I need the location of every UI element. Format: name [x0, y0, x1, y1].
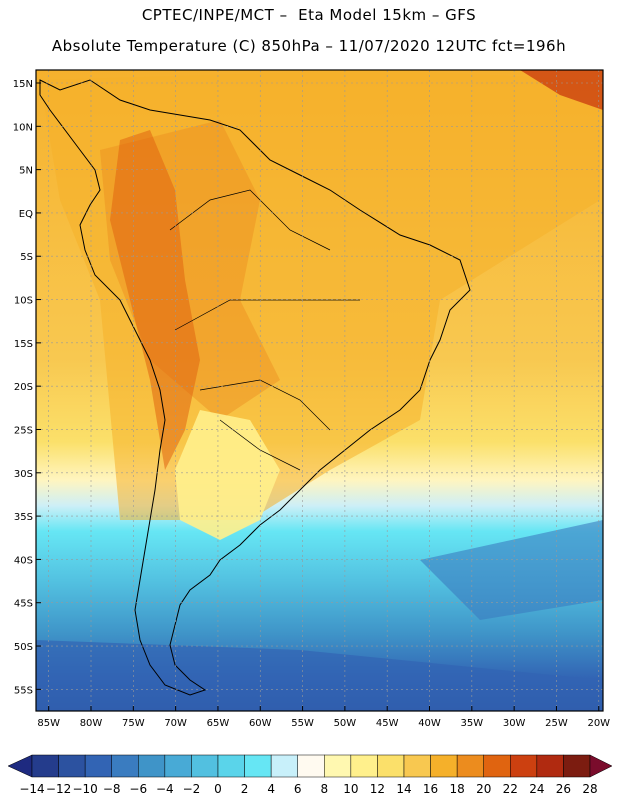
colorbar-swatch — [350, 754, 378, 778]
colorbar-label: 22 — [503, 782, 518, 796]
coastline — [39, 79, 471, 696]
colorbar-swatch — [58, 754, 86, 778]
lat-tick-label: 25S — [14, 425, 33, 436]
colorbar-swatch — [510, 754, 538, 778]
colorbar-swatch — [244, 754, 272, 778]
lat-tick-label: EQ — [19, 209, 33, 220]
colorbar-swatch — [191, 754, 219, 778]
colorbar-swatch — [430, 754, 458, 778]
colorbar-swatch — [164, 754, 192, 778]
lat-tick-label: 50S — [14, 642, 33, 653]
colorbar-swatch — [403, 754, 431, 778]
lon-tick-label: 30W — [503, 718, 526, 729]
axis-ticks: 15N 10N 5N EQ 5S 10S 15S 20S 25S 30S 35S 40S 45S 50S 5… — [13, 79, 610, 729]
colorbar-swatch — [563, 754, 591, 778]
lon-tick-label: 35W — [461, 718, 484, 729]
colorbar-label: 6 — [294, 782, 302, 796]
lon-tick-label: 65W — [207, 718, 230, 729]
lat-tick-label: 40S — [14, 555, 33, 566]
colorbar-swatch — [84, 754, 112, 778]
lat-tick-label: 15N — [13, 79, 33, 90]
lon-tick-label: 85W — [37, 718, 60, 729]
colorbar-label: 28 — [582, 782, 597, 796]
lat-tick-label: 15S — [14, 339, 33, 350]
lat-tick-label: 30S — [14, 469, 33, 480]
map-subtitle: Absolute Temperature (C) 850hPa – 11/07/… — [51, 37, 567, 55]
colorbar-label: 4 — [267, 782, 275, 796]
lat-tick-label: 55S — [14, 685, 33, 696]
colorbar-label: −2 — [183, 782, 201, 796]
colorbar-label: 12 — [370, 782, 385, 796]
colorbar-swatch — [377, 754, 405, 778]
colorbar-label: 2 — [241, 782, 249, 796]
colorbar-label: 18 — [450, 782, 465, 796]
lon-tick-label: 70W — [164, 718, 187, 729]
lat-tick-label: 20S — [14, 382, 33, 393]
colorbar-swatch — [536, 754, 564, 778]
colorbar-label: 26 — [556, 782, 571, 796]
map-title: CPTEC/INPE/MCT – Eta Model 15km – GFS — [141, 6, 477, 24]
colorbar-label: 10 — [343, 782, 358, 796]
colorbar: −14 −12 −10 −8 −6 −4 −2 0 2 4 6 8 10 12 14 16 18 20 22 24 26… — [7, 754, 613, 796]
lat-tick-label: 10S — [14, 296, 33, 307]
lon-tick-label: 55W — [291, 718, 314, 729]
colorbar-swatch — [270, 754, 298, 778]
lon-tick-label: 40W — [418, 718, 441, 729]
temperature-field — [36, 70, 603, 711]
lat-tick-label: 5S — [20, 252, 33, 263]
colorbar-label: 14 — [396, 782, 411, 796]
lat-tick-label: 10N — [13, 122, 33, 133]
colorbar-swatch — [324, 754, 352, 778]
colorbar-label: 16 — [423, 782, 438, 796]
colorbar-swatch — [138, 754, 166, 778]
colorbar-label: 24 — [529, 782, 544, 796]
map-frame — [35, 69, 604, 712]
colorbar-swatch — [31, 754, 59, 778]
colorbar-high-arrow — [589, 754, 613, 778]
colorbar-swatch — [217, 754, 245, 778]
colorbar-label: −4 — [156, 782, 174, 796]
colorbar-label: 20 — [476, 782, 491, 796]
lon-tick-label: 75W — [122, 718, 145, 729]
lon-tick-label: 50W — [334, 718, 357, 729]
colorbar-label: −10 — [72, 782, 97, 796]
lon-tick-label: 25W — [545, 718, 568, 729]
lon-tick-label: 45W — [376, 718, 399, 729]
colorbar-label: −6 — [129, 782, 147, 796]
colorbar-label: −12 — [46, 782, 71, 796]
lon-tick-label: 60W — [249, 718, 272, 729]
colorbar-low-arrow — [7, 754, 33, 778]
lat-tick-label: 45S — [14, 599, 33, 610]
lon-tick-label: 80W — [80, 718, 103, 729]
colorbar-label: −14 — [19, 782, 44, 796]
colorbar-swatch — [456, 754, 484, 778]
lat-lon-grid — [36, 70, 603, 711]
lat-tick-label: 35S — [14, 512, 33, 523]
lon-tick-label: 20W — [587, 718, 610, 729]
colorbar-swatch — [111, 754, 139, 778]
colorbar-label: 0 — [214, 782, 222, 796]
lat-tick-label: 5N — [19, 166, 33, 177]
colorbar-swatch — [483, 754, 511, 778]
colorbar-swatch — [297, 754, 325, 778]
colorbar-label: 8 — [320, 782, 328, 796]
colorbar-label: −8 — [103, 782, 121, 796]
